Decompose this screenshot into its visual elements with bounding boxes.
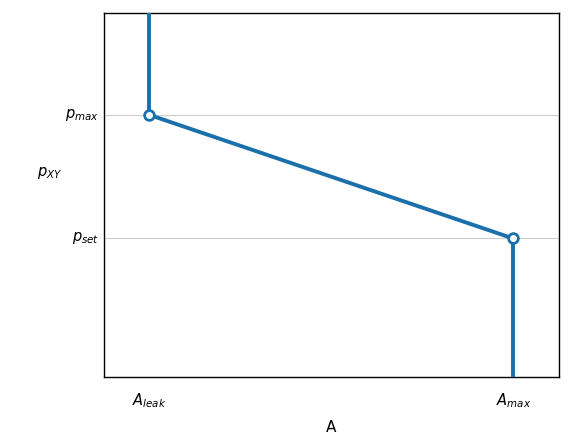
Text: $p_{set}$: $p_{set}$: [72, 230, 99, 246]
Text: $p_{max}$: $p_{max}$: [66, 107, 99, 123]
Text: $A_{max}$: $A_{max}$: [495, 391, 531, 410]
Text: $p_{XY}$: $p_{XY}$: [37, 165, 63, 181]
Text: A: A: [326, 420, 336, 433]
Text: $A_{leak}$: $A_{leak}$: [132, 391, 166, 410]
